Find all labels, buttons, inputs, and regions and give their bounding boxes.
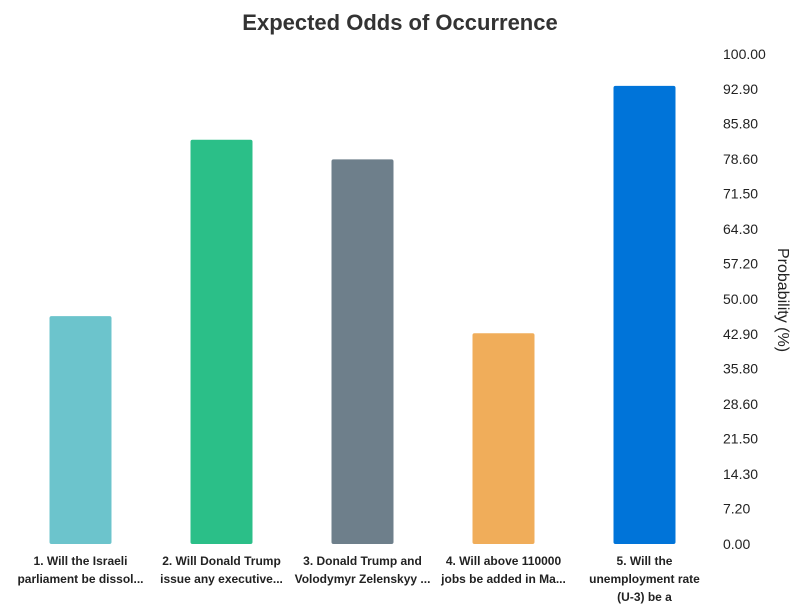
x-tick-label-line: parliament be dissol...	[17, 572, 144, 586]
x-tick-label-line: jobs be added in Ma...	[441, 572, 566, 586]
x-tick-label-line: 5. Will the	[616, 554, 673, 568]
y-tick-label: 71.50	[723, 186, 758, 202]
x-tick-label-5: 5. Will the unemployment rate (U-3) be a	[576, 552, 714, 606]
x-tick-label-line: issue any executive...	[160, 572, 283, 586]
chart-title: Expected Odds of Occurrence	[242, 10, 558, 35]
x-tick-label-line: unemployment rate	[589, 572, 700, 586]
y-tick-label: 57.20	[723, 256, 758, 272]
x-tick-label-line: (U-3) be a	[617, 590, 672, 604]
x-tick-label-4: 4. Will above 110000 jobs be added in Ma.…	[435, 552, 573, 588]
y-tick-label: 78.60	[723, 151, 758, 167]
y-tick-label: 64.30	[723, 221, 758, 237]
x-tick-label-line: Volodymyr Zelenskyy ...	[294, 572, 431, 586]
y-tick-label: 100.00	[723, 46, 766, 62]
y-tick-label: 21.50	[723, 431, 758, 447]
y-tick-label: 14.30	[723, 466, 758, 482]
y-tick-label: 28.60	[723, 396, 758, 412]
x-tick-label-line: 3. Donald Trump and	[303, 554, 422, 568]
y-tick-label: 7.20	[723, 501, 750, 517]
y-tick-label: 42.90	[723, 326, 758, 342]
y-tick-label: 92.90	[723, 81, 758, 97]
bar-5	[613, 85, 676, 544]
y-tick-label: 50.00	[723, 291, 758, 307]
bar-2	[190, 139, 253, 544]
x-tick-label-line: 1. Will the Israeli	[33, 554, 128, 568]
bar-4	[472, 333, 535, 544]
bar-1	[49, 316, 112, 544]
y-tick-label: 85.80	[723, 116, 758, 132]
x-tick-label-2: 2. Will Donald Trump issue any executive.…	[153, 552, 291, 588]
x-tick-label-1: 1. Will the Israeli parliament be dissol.…	[12, 552, 150, 588]
y-tick-label: 35.80	[723, 361, 758, 377]
bar-3	[331, 159, 394, 544]
y-tick-label: 0.00	[723, 536, 750, 552]
y-axis-label: Probability (%)	[774, 248, 791, 352]
x-tick-label-line: 4. Will above 110000	[445, 554, 562, 568]
x-tick-label-3: 3. Donald Trump and Volodymyr Zelenskyy .…	[294, 552, 432, 588]
x-tick-label-line: 2. Will Donald Trump	[162, 554, 281, 568]
